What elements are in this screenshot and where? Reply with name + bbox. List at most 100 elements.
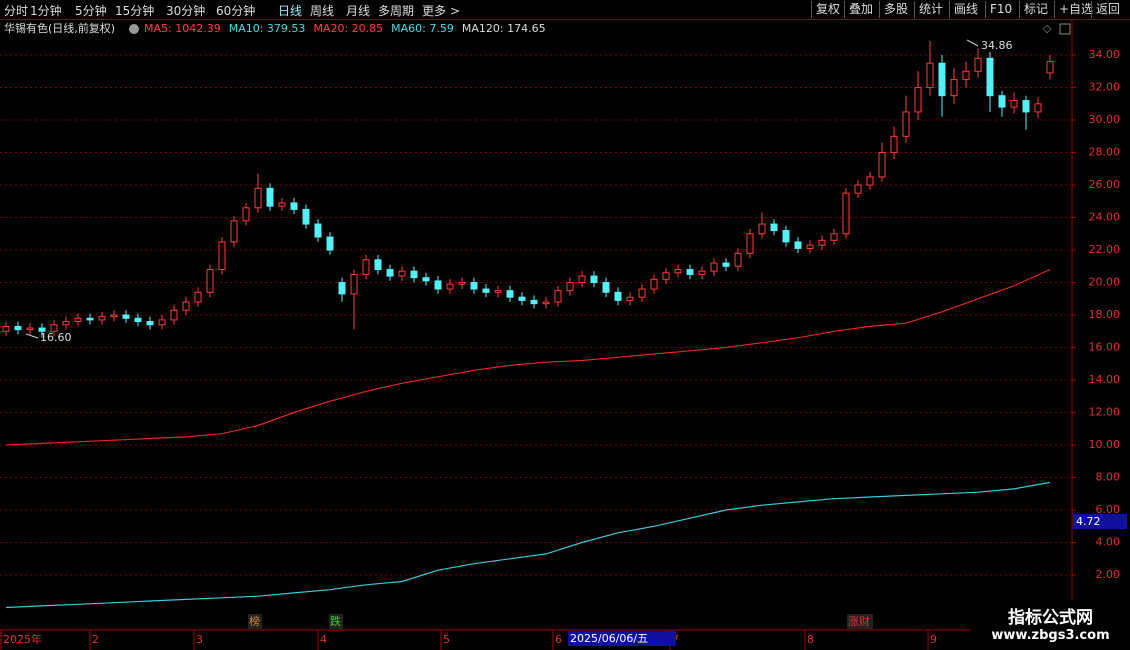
candle-body — [794, 241, 802, 249]
toolbar-tab[interactable]: 分时 — [4, 4, 29, 18]
candle-body — [482, 288, 490, 293]
candle-body — [290, 202, 298, 210]
candle-body — [458, 282, 466, 285]
toolbar-button[interactable]: +自选 — [1054, 1, 1097, 18]
candle-body — [182, 301, 190, 311]
x-tick-label: 2 — [92, 633, 99, 646]
candle-body — [14, 325, 22, 331]
candle-body — [50, 324, 58, 332]
candle-body — [110, 314, 118, 318]
price-tag: 4.72 — [1076, 515, 1101, 528]
stock-name: 华锡有色(日线,前复权) — [4, 21, 115, 35]
event-marker-box — [329, 614, 343, 629]
candle-body — [134, 317, 142, 323]
toolbar-tab[interactable]: 5分钟 — [75, 4, 107, 18]
y-tick-label: 28.00 — [1089, 146, 1121, 159]
toolbar-tab[interactable]: 周线 — [310, 4, 335, 18]
candle-body — [806, 244, 814, 249]
y-tick-label: 12.00 — [1089, 406, 1121, 419]
y-tick-label: 4.00 — [1096, 536, 1121, 549]
ma-label: MA20: 20.85 — [313, 22, 383, 35]
toolbar-tab[interactable]: 多周期 — [378, 4, 415, 18]
candle-body — [1034, 103, 1042, 113]
candle-body — [278, 202, 286, 207]
candle-body — [410, 270, 418, 279]
y-tick-label: 18.00 — [1089, 308, 1121, 321]
candle-body — [506, 290, 514, 298]
x-tick-label: 9 — [930, 633, 937, 646]
candle-body — [86, 317, 94, 321]
candle-body — [530, 299, 538, 305]
y-tick-label: 30.00 — [1089, 113, 1121, 126]
toolbar-button[interactable]: 标记 — [1019, 1, 1052, 18]
candle-body — [962, 70, 970, 80]
candle-body — [2, 325, 10, 332]
candle-body — [782, 230, 790, 243]
candle-body — [842, 192, 850, 235]
toolbar-button[interactable]: 复权 — [811, 1, 844, 18]
candle-body — [26, 327, 34, 331]
toolbar-tab[interactable]: 月线 — [346, 4, 371, 18]
candle-body — [38, 327, 46, 332]
candle-body — [206, 269, 214, 293]
y-tick-label: 10.00 — [1089, 438, 1121, 451]
candle-body — [950, 78, 958, 97]
candle-body — [758, 223, 766, 235]
x-tick-label: 4 — [320, 633, 327, 646]
candle-body — [1010, 100, 1018, 108]
candle-body — [698, 270, 706, 275]
candle-body — [650, 278, 658, 290]
candle-body — [74, 317, 82, 323]
candle-body — [902, 111, 910, 137]
price-tag-box — [1073, 514, 1127, 529]
toolbar-button[interactable]: 返回 — [1091, 1, 1124, 18]
candle-body — [866, 176, 874, 186]
candle-body — [266, 187, 274, 207]
candle-body — [662, 272, 670, 280]
candle-body — [98, 316, 106, 321]
toolbar-tab[interactable]: 15分钟 — [115, 4, 155, 18]
toolbar-tab[interactable]: 更多 > — [422, 4, 460, 18]
candle-body — [374, 259, 382, 271]
candle-body — [326, 236, 334, 251]
candle-body — [242, 207, 250, 222]
x-tick-label: 8 — [807, 633, 814, 646]
annotation-arrow — [25, 333, 39, 339]
toolbar-tab[interactable]: 60分钟 — [216, 4, 256, 18]
candle-body — [362, 259, 370, 275]
event-marker: 榜 — [249, 614, 260, 628]
cursor-date-box — [568, 631, 676, 646]
candle-body — [938, 62, 946, 97]
ma-label: MA5: 1042.39 — [144, 22, 221, 35]
candle-body — [734, 252, 742, 267]
candle-body — [914, 87, 922, 113]
candle-body — [1022, 100, 1030, 113]
candle-body — [998, 95, 1006, 108]
candle-body — [314, 223, 322, 238]
y-tick-label: 6.00 — [1096, 503, 1121, 516]
candle-body — [398, 270, 406, 277]
candle-body — [470, 282, 478, 290]
toolbar-button[interactable]: 叠加 — [844, 1, 877, 18]
toolbar-button[interactable]: 多股 — [879, 1, 912, 18]
toolbar-tab[interactable]: 30分钟 — [166, 4, 206, 18]
x-tick-label: 6 — [555, 633, 562, 646]
candle-body — [230, 220, 238, 243]
candle-body — [62, 321, 70, 326]
diamond-icon: ◇ — [1043, 22, 1052, 35]
candle-body — [194, 291, 202, 303]
toolbar-tab[interactable]: 日线 — [278, 4, 303, 18]
y-tick-label: 32.00 — [1089, 81, 1121, 94]
toolbar-button[interactable]: F10 — [985, 1, 1016, 18]
event-marker: 涨财 — [848, 614, 870, 628]
toolbar-button[interactable]: 统计 — [914, 1, 947, 18]
y-tick-label: 14.00 — [1089, 373, 1121, 386]
candle-body — [878, 152, 886, 178]
candle-body — [974, 57, 982, 72]
y-tick-label: 26.00 — [1089, 178, 1121, 191]
toolbar-tab[interactable]: 1分钟 — [30, 4, 62, 18]
toolbar-button[interactable]: 画线 — [949, 1, 982, 18]
annotation-arrow — [966, 39, 979, 47]
